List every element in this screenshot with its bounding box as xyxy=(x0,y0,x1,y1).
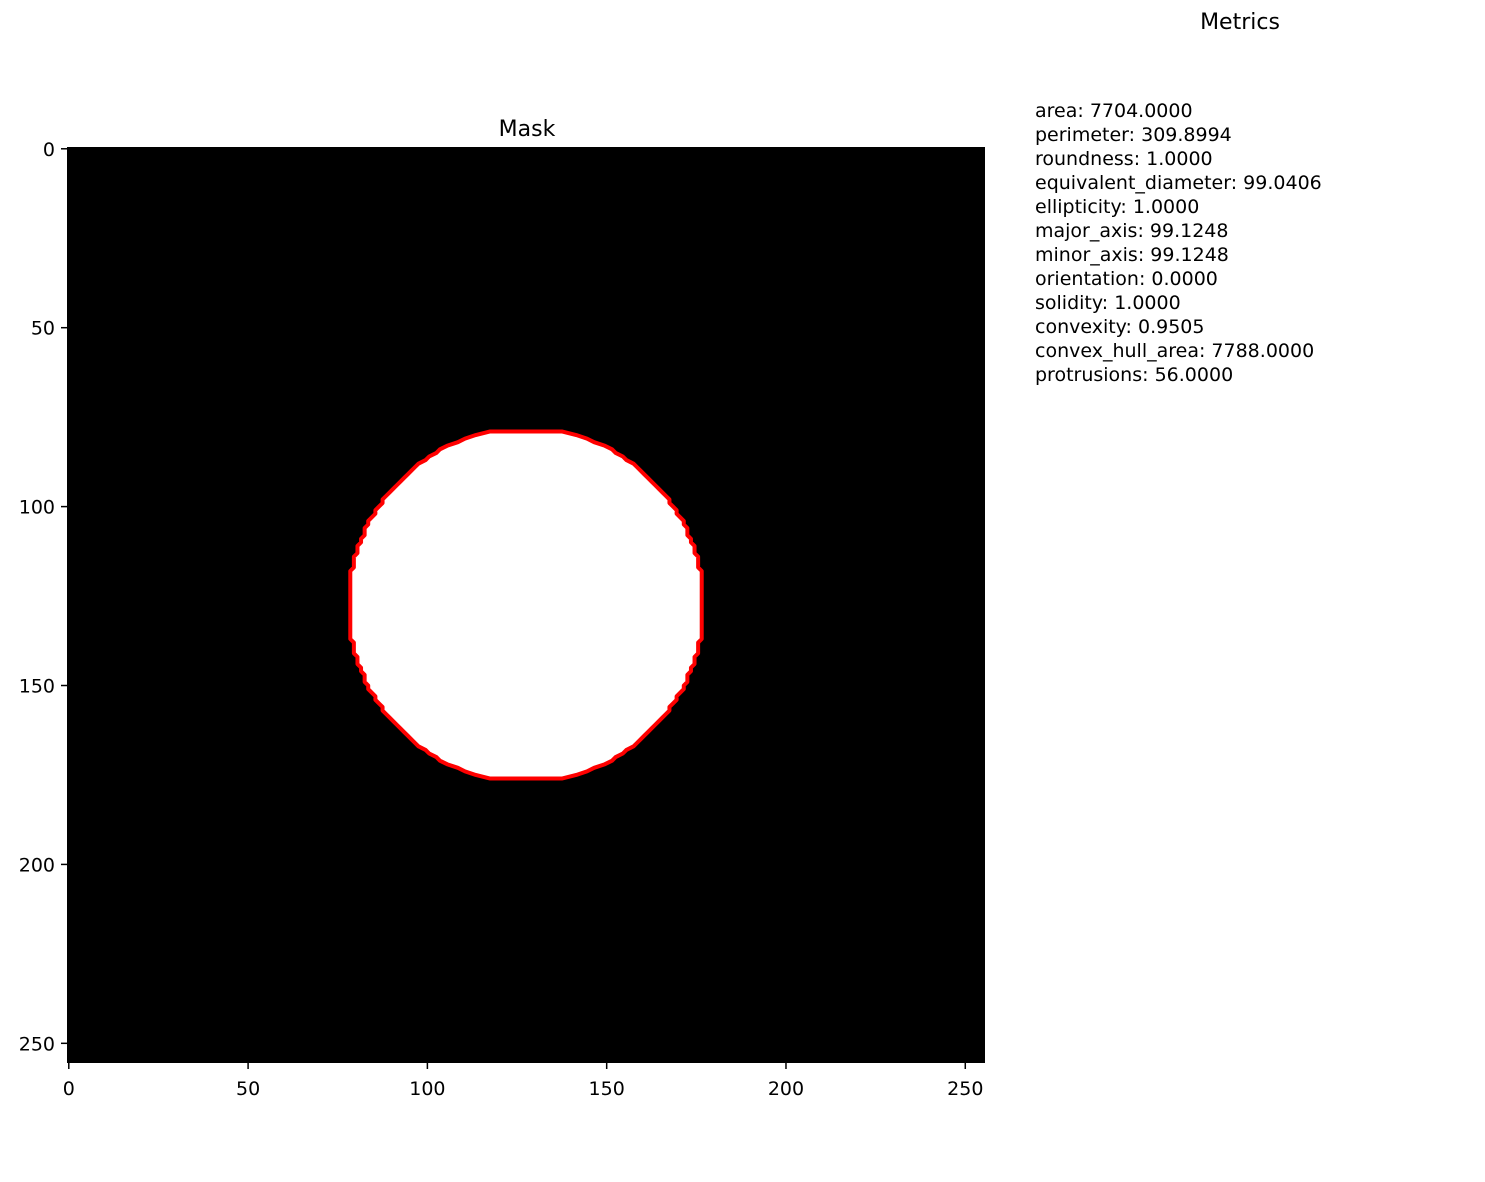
metric-major-axis: major_axis: 99.1248 xyxy=(1035,220,1229,242)
metric-value: 99.1248 xyxy=(1149,220,1229,242)
metric-key: equivalent_diameter xyxy=(1035,172,1231,194)
y-tick-label: 150 xyxy=(19,676,55,698)
mask-region xyxy=(350,429,702,781)
metric-convexity: convexity: 0.9505 xyxy=(1035,316,1205,338)
metric-key: convex_hull_area xyxy=(1035,340,1199,362)
mask-contour xyxy=(348,429,704,781)
metric-key: minor_axis xyxy=(1035,244,1138,266)
metrics-list: area: 7704.0000 perimeter: 309.8994 roundn… xyxy=(1035,99,1322,387)
x-tick-label: 50 xyxy=(236,1078,260,1100)
metric-protrusions: protrusions: 56.0000 xyxy=(1035,364,1234,386)
metric-roundness: roundness: 1.0000 xyxy=(1035,148,1213,170)
metric-key: major_axis xyxy=(1035,220,1138,242)
metric-key: ellipticity xyxy=(1035,196,1121,218)
y-tick-label: 50 xyxy=(31,318,55,340)
metric-key: roundness xyxy=(1035,148,1134,170)
metric-value: 99.1248 xyxy=(1150,244,1229,266)
metric-key: protrusions xyxy=(1035,364,1143,386)
metric-value: 309.8994 xyxy=(1141,124,1232,146)
metric-solidity: solidity: 1.0000 xyxy=(1035,292,1181,314)
metric-convex-hull-area: convex_hull_area: 7788.0000 xyxy=(1035,340,1315,362)
metrics-title: Metrics xyxy=(1200,10,1280,35)
x-tick-label: 0 xyxy=(63,1078,75,1100)
metric-ellipticity: ellipticity: 1.0000 xyxy=(1035,196,1200,218)
metric-value: 7788.0000 xyxy=(1211,340,1315,362)
metric-equivalent-diameter: equivalent_diameter: 99.0406 xyxy=(1035,172,1322,194)
metric-value: 56.0000 xyxy=(1154,364,1234,386)
metric-minor-axis: minor_axis: 99.1248 xyxy=(1035,244,1229,266)
metric-value: 7704.0000 xyxy=(1089,100,1193,122)
y-tick-label: 100 xyxy=(19,497,55,519)
x-tick-label: 250 xyxy=(947,1078,983,1100)
metric-perimeter: perimeter: 309.8994 xyxy=(1035,124,1232,146)
metric-value: 0.0000 xyxy=(1151,268,1218,290)
metric-key: convexity xyxy=(1035,316,1126,338)
metric-orientation: orientation: 0.0000 xyxy=(1035,268,1218,290)
plot-area xyxy=(67,147,985,1063)
metric-value: 0.9505 xyxy=(1138,316,1205,338)
metric-key: area xyxy=(1035,100,1078,122)
x-tick-label: 200 xyxy=(768,1078,804,1100)
metric-value: 1.0000 xyxy=(1132,196,1200,218)
metric-value: 1.0000 xyxy=(1114,292,1181,314)
x-tick-label: 150 xyxy=(589,1078,625,1100)
metric-value: 99.0406 xyxy=(1243,172,1322,194)
y-tick-label: 250 xyxy=(19,1033,55,1055)
axes: 0 50 100 150 200 250 0 50 100 150 200 250 xyxy=(19,139,984,1100)
metric-key: orientation xyxy=(1035,268,1139,290)
metric-key: solidity xyxy=(1035,292,1102,314)
x-tick-label: 100 xyxy=(409,1078,445,1100)
y-tick-label: 200 xyxy=(19,854,55,876)
metric-value: 1.0000 xyxy=(1146,148,1213,170)
metric-area: area: 7704.0000 xyxy=(1035,100,1193,122)
chart-title: Mask xyxy=(499,117,556,142)
y-tick-label: 0 xyxy=(43,139,55,161)
metric-key: perimeter xyxy=(1035,124,1129,146)
